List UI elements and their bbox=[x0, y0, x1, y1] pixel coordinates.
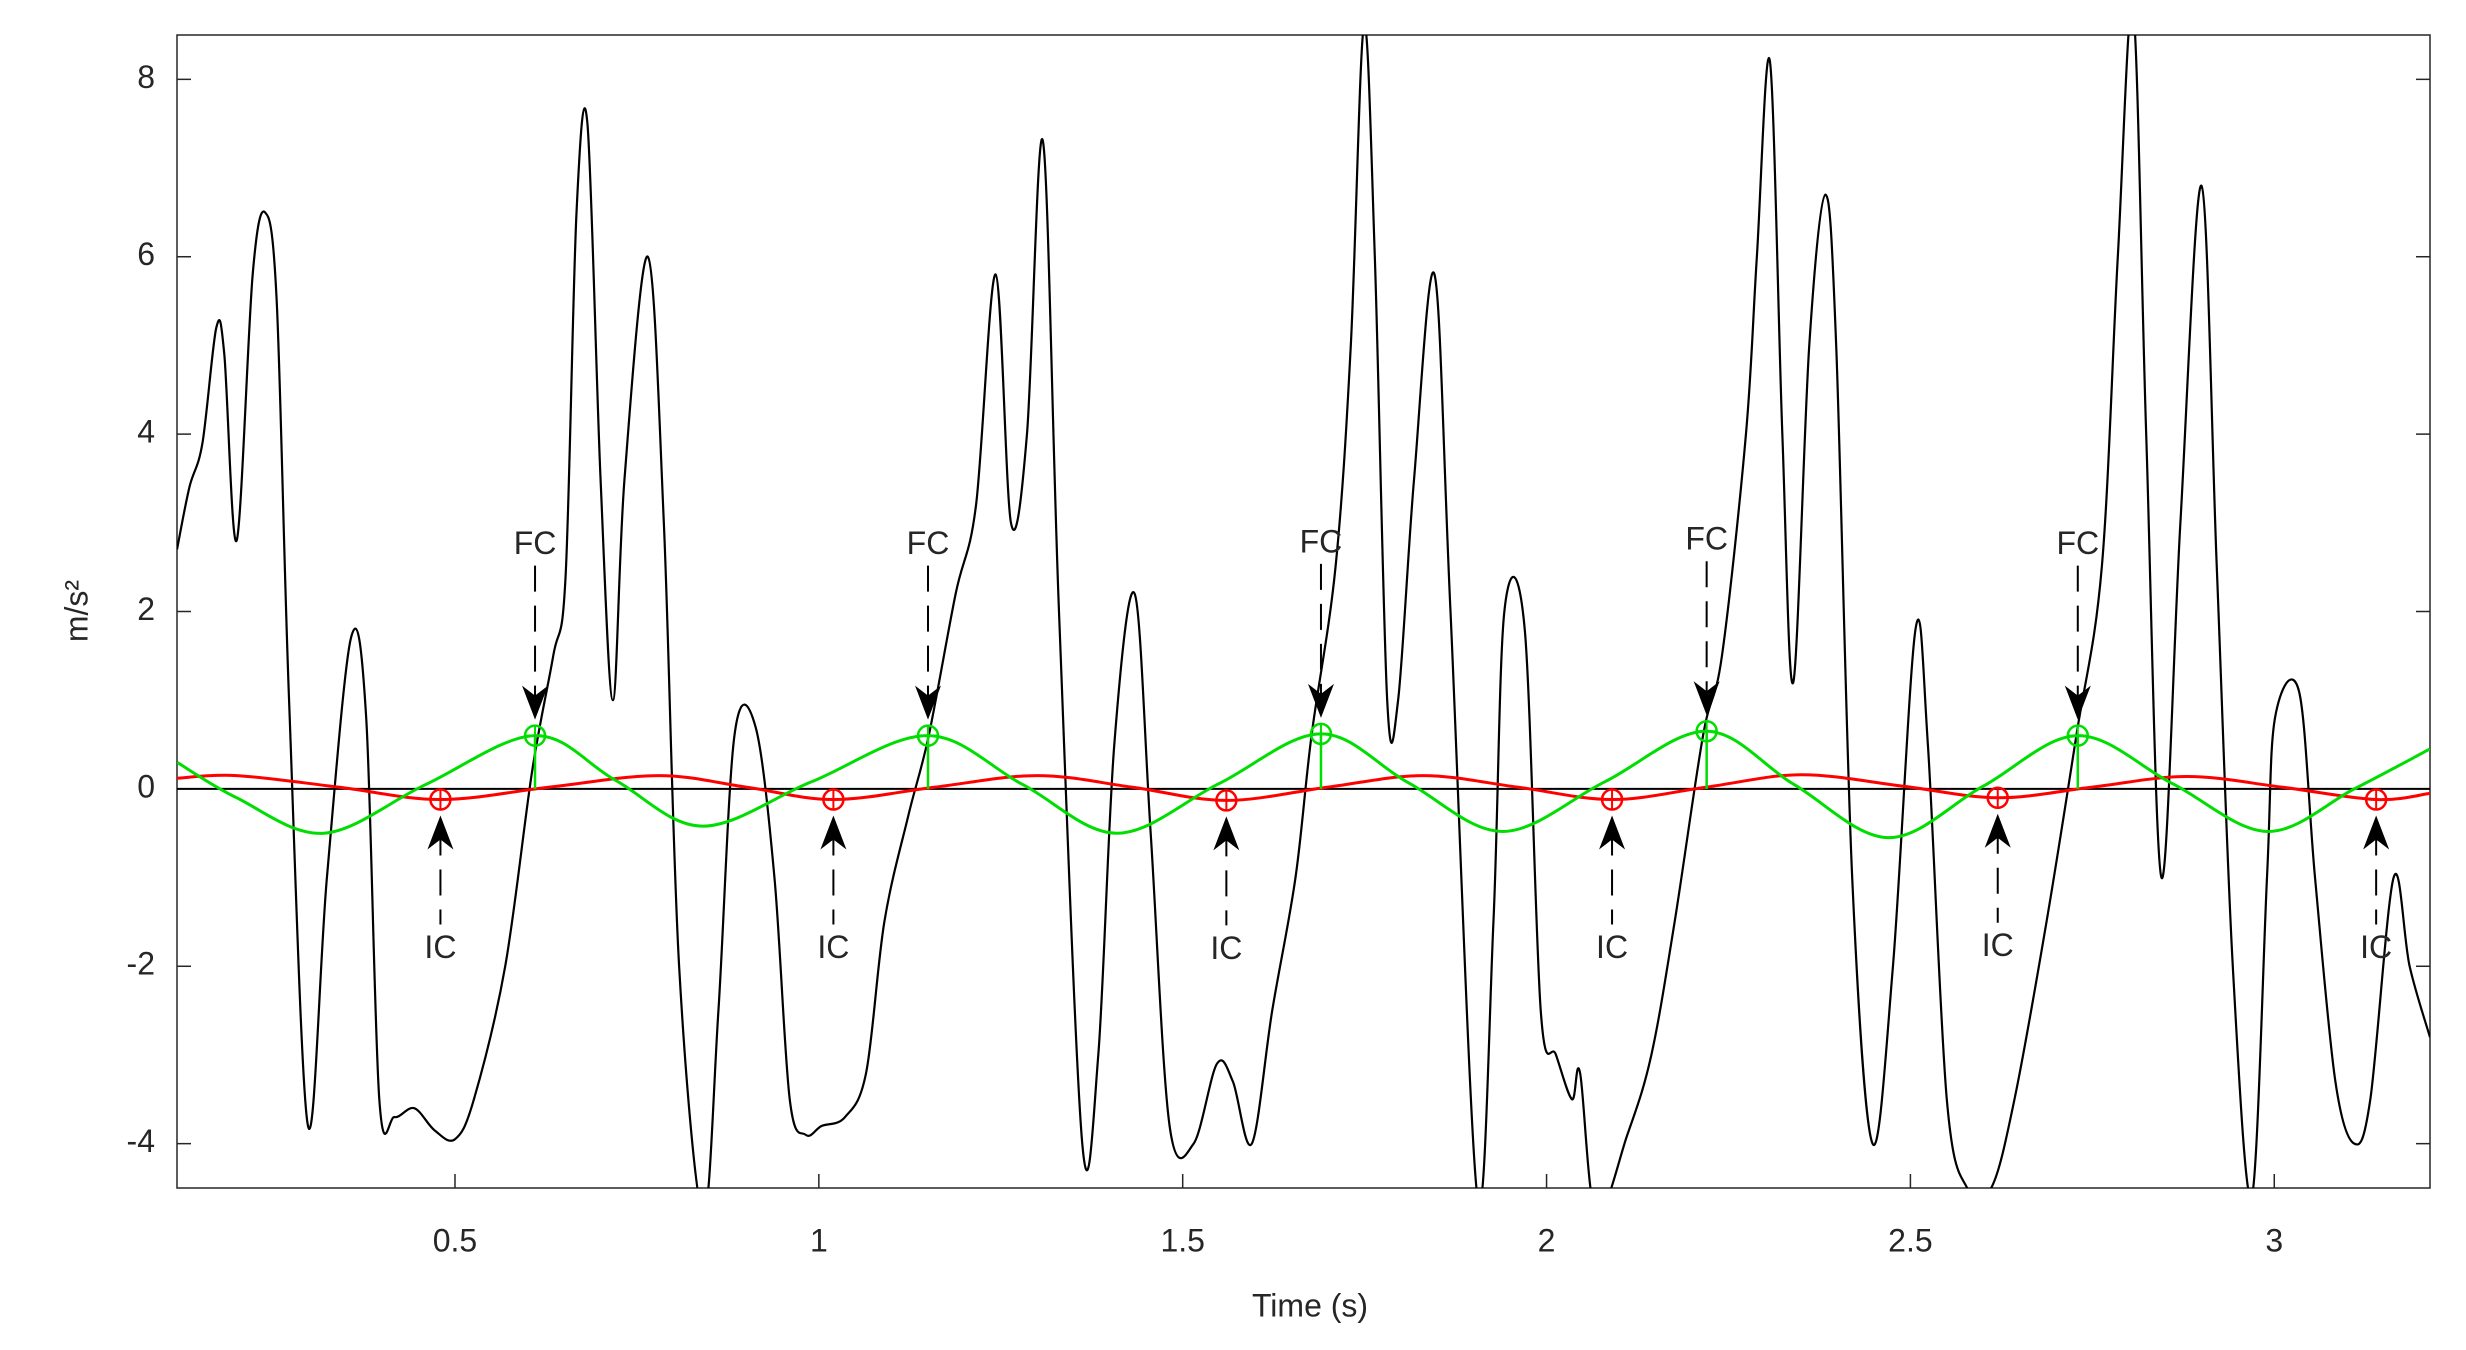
x-tick-label: 3 bbox=[2265, 1222, 2283, 1258]
ic-arrowhead bbox=[1599, 815, 1626, 850]
y-tick-label: 0 bbox=[137, 768, 155, 804]
fc-label: FC bbox=[2056, 525, 2099, 561]
x-tick-label: 2 bbox=[1538, 1222, 1556, 1258]
fc-arrowhead bbox=[2064, 685, 2091, 720]
fc-label: FC bbox=[907, 525, 950, 561]
ic-label: IC bbox=[817, 929, 849, 965]
line-series bbox=[177, 35, 2430, 1188]
y-tick-label: 6 bbox=[137, 236, 155, 272]
x-tick-label: 1.5 bbox=[1160, 1222, 1204, 1258]
y-tick-label: 4 bbox=[137, 414, 155, 450]
x-axis-label: Time (s) bbox=[1252, 1287, 1368, 1323]
plot-area bbox=[176, 34, 2431, 1189]
ic-label: IC bbox=[1596, 929, 1628, 965]
ic-label: IC bbox=[2360, 929, 2392, 965]
fc-label: FC bbox=[1300, 523, 1343, 559]
y-tick-label: 2 bbox=[137, 591, 155, 627]
y-axis-label: m/s² bbox=[58, 580, 94, 643]
x-tick-label: 1 bbox=[810, 1222, 828, 1258]
ic-label: IC bbox=[1982, 927, 2014, 963]
ic-arrowhead bbox=[427, 815, 454, 850]
fc-label: FC bbox=[1685, 521, 1728, 557]
y-tick-label: -4 bbox=[127, 1123, 155, 1159]
ic-arrowhead bbox=[2363, 815, 2390, 850]
fc-arrowhead bbox=[522, 685, 549, 720]
ic-label: IC bbox=[424, 929, 456, 965]
fc-arrowhead bbox=[1307, 683, 1334, 718]
fc-arrowhead bbox=[915, 685, 941, 720]
fc-label: FC bbox=[514, 525, 557, 561]
x-tick-label: 2.5 bbox=[1888, 1222, 1932, 1258]
ic-arrowhead bbox=[1984, 813, 2011, 848]
fc-arrowhead bbox=[1693, 681, 1720, 716]
y-tick-label: -2 bbox=[127, 946, 155, 982]
ic-label: IC bbox=[1210, 930, 1242, 966]
y-tick-label: 8 bbox=[137, 59, 155, 95]
ic-arrowhead bbox=[1213, 816, 1240, 851]
line-series bbox=[177, 773, 2430, 802]
ic-arrowhead bbox=[820, 815, 847, 850]
x-tick-label: 0.5 bbox=[433, 1222, 477, 1258]
